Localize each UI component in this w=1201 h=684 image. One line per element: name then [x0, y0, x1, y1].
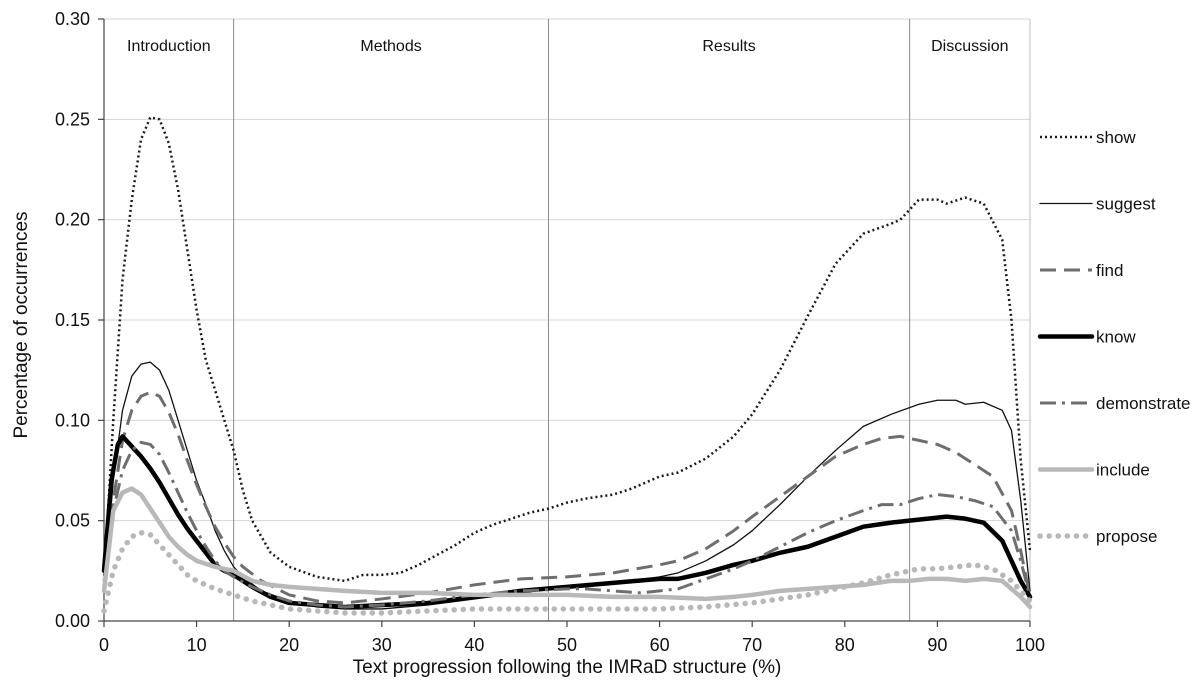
legend-label-propose: propose — [1096, 527, 1157, 546]
y-tick-label-0: 0.00 — [55, 611, 90, 631]
legend-label-include: include — [1096, 461, 1150, 480]
x-tick-label-1: 10 — [187, 635, 207, 655]
series-line-propose — [104, 533, 1030, 613]
x-tick-label-6: 60 — [650, 635, 670, 655]
series-line-show — [104, 117, 1030, 581]
y-tick-label-2: 0.10 — [55, 410, 90, 430]
legend: show suggest find know demonstrate include pro… — [1040, 128, 1191, 546]
x-tick-label-8: 80 — [835, 635, 855, 655]
x-tick-label-2: 20 — [279, 635, 299, 655]
legend-label-know: know — [1096, 328, 1136, 347]
series-lines — [104, 117, 1030, 613]
x-tick-label-5: 50 — [557, 635, 577, 655]
y-tick-label-6: 0.30 — [55, 9, 90, 29]
legend-label-find: find — [1096, 261, 1123, 280]
legend-label-demonstrate: demonstrate — [1096, 394, 1191, 413]
section-label-discussion: Discussion — [931, 38, 1008, 55]
y-tick-label-4: 0.20 — [55, 210, 90, 230]
x-tick-label-7: 70 — [742, 635, 762, 655]
x-tick-label-3: 30 — [372, 635, 392, 655]
tick-labels: 0 10 20 30 40 50 60 70 80 90 100 0.00 0.05 0.10 0.15 0.… — [55, 9, 1045, 655]
section-label-methods: Methods — [360, 38, 421, 55]
y-axis-label: Percentage of occurrences — [11, 211, 32, 438]
x-tick-label-4: 40 — [464, 635, 484, 655]
gridlines — [104, 19, 1030, 621]
series-line-suggest — [104, 362, 1030, 609]
section-label-results: Results — [702, 38, 755, 55]
section-label-introduction: Introduction — [127, 38, 211, 55]
legend-label-suggest: suggest — [1096, 195, 1156, 214]
x-tick-label-10: 100 — [1015, 635, 1045, 655]
y-tick-label-3: 0.15 — [55, 310, 90, 330]
x-tick-label-0: 0 — [99, 635, 109, 655]
series-line-find — [104, 392, 1030, 603]
legend-label-show: show — [1096, 128, 1136, 147]
x-axis-label: Text progression following the IMRaD str… — [353, 657, 782, 678]
y-tick-label-5: 0.25 — [55, 109, 90, 129]
y-tick-label-1: 0.05 — [55, 511, 90, 531]
x-tick-label-9: 90 — [927, 635, 947, 655]
